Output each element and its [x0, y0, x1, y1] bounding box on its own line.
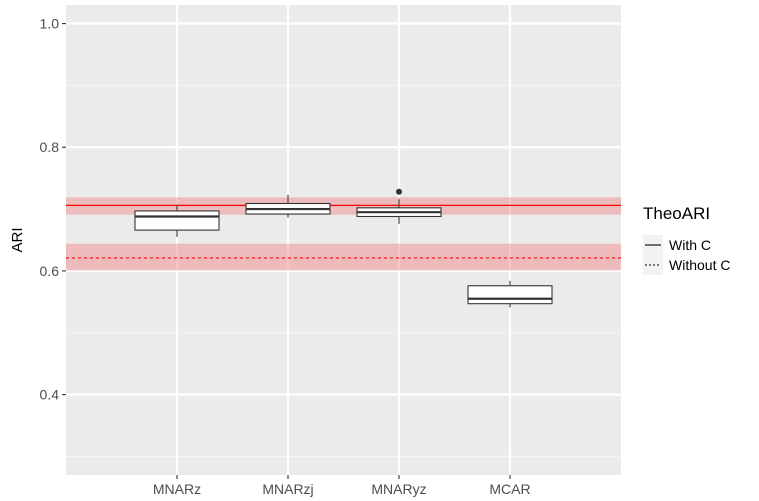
boxplot: [134, 204, 220, 237]
legend: TheoARI With C Without C: [643, 204, 730, 275]
plot-panel: [66, 5, 621, 475]
y-axis-title: ARI: [9, 227, 26, 252]
boxplots: [134, 188, 553, 308]
boxplot: [356, 188, 442, 224]
minor-gridlines: [66, 84, 621, 457]
x-axis: MNARz MNARzj MNARyz MCAR: [153, 475, 531, 497]
outlier-point: [396, 188, 402, 195]
legend-title: TheoARI: [643, 204, 710, 223]
x-tick-label: MNARz: [153, 481, 201, 497]
y-tick-label: 0.4: [40, 387, 60, 403]
legend-label: Without C: [669, 257, 730, 273]
reference-band: [66, 243, 621, 271]
reference-bands: [66, 197, 621, 271]
major-gridlines: [66, 5, 621, 475]
box: [134, 210, 220, 231]
boxplot: [467, 280, 553, 308]
legend-label: With C: [669, 237, 711, 253]
boxplot: [245, 194, 331, 218]
x-tick-label: MNARyz: [371, 481, 426, 497]
y-tick-label: 1.0: [40, 16, 60, 32]
x-tick-label: MNARzj: [262, 481, 313, 497]
y-axis: 0.4 0.6 0.8 1.0: [40, 16, 66, 403]
box: [467, 285, 553, 305]
x-tick-label: MCAR: [489, 481, 530, 497]
y-tick-label: 0.6: [40, 263, 60, 279]
reference-band: [66, 197, 621, 215]
y-tick-label: 0.8: [40, 139, 60, 155]
reference-lines: [66, 204, 621, 259]
